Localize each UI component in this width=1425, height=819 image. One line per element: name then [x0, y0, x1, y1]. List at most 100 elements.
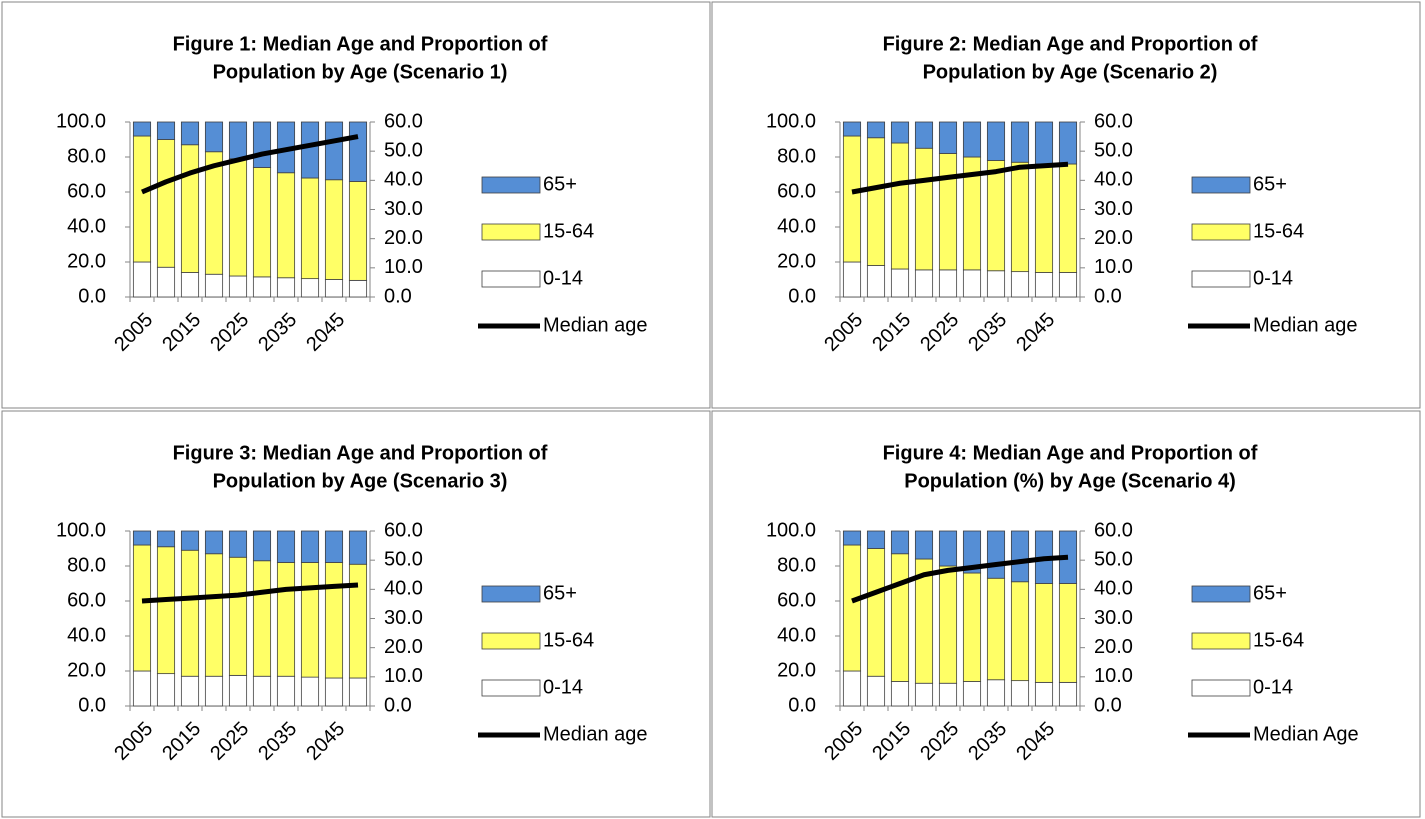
bar [204, 553, 224, 677]
bar [180, 549, 200, 677]
y2-tick-label: 20.0 [384, 636, 423, 658]
bar [1034, 272, 1054, 298]
chart-title: Figure 2: Median Age and Proportion of [883, 33, 1258, 55]
bar [324, 677, 344, 707]
x-tick-label: 2045 [302, 718, 349, 765]
y2-tick-label: 40.0 [1094, 169, 1133, 191]
bar [890, 121, 910, 144]
x-tick-label: 2005 [110, 718, 157, 765]
x-tick-label: 2035 [254, 309, 301, 356]
bar [276, 172, 296, 279]
y-tick-label: 100.0 [56, 519, 106, 541]
legend-swatch [1191, 223, 1251, 241]
bar [1058, 163, 1078, 273]
bar [156, 139, 176, 268]
legend-label: 65+ [1253, 582, 1287, 604]
bar [938, 121, 958, 154]
y2-tick-label: 40.0 [1094, 578, 1133, 600]
y2-tick-label: 0.0 [384, 285, 412, 307]
bar [276, 277, 296, 298]
y2-tick-label: 40.0 [384, 578, 423, 600]
legend-label: 0-14 [1253, 267, 1293, 289]
y2-tick-label: 0.0 [384, 694, 412, 716]
chart-title: Population (%) by Age (Scenario 4) [904, 470, 1236, 492]
y2-tick-label: 60.0 [1094, 519, 1133, 541]
y-tick-label: 40.0 [67, 215, 106, 237]
chart-panel: Figure 2: Median Age and Proportion of Po… [711, 1, 1421, 409]
bar [1034, 163, 1054, 273]
legend-label: 65+ [543, 173, 577, 195]
y2-tick-label: 10.0 [384, 665, 423, 687]
bar [156, 546, 176, 675]
bar [914, 121, 934, 149]
panel-border [1, 1, 711, 409]
bar [300, 278, 320, 298]
bar [228, 121, 248, 160]
y-tick-label: 60.0 [777, 589, 816, 611]
bar [300, 530, 320, 563]
bar [180, 530, 200, 551]
bar [324, 121, 344, 181]
y-tick-label: 80.0 [777, 145, 816, 167]
bar [156, 673, 176, 707]
chart-title: Figure 1: Median Age and Proportion of [173, 33, 548, 55]
bar [962, 572, 982, 682]
bar [228, 275, 248, 298]
legend-label: Median age [543, 723, 648, 745]
x-tick-label: 2005 [110, 309, 157, 356]
bar [914, 269, 934, 298]
bar [890, 530, 910, 555]
bar [1010, 161, 1030, 273]
bar [1058, 272, 1078, 298]
bar [938, 565, 958, 684]
bar [914, 530, 934, 560]
y-tick-label: 0.0 [788, 694, 816, 716]
bar [962, 530, 982, 574]
y-tick-label: 40.0 [67, 624, 106, 646]
chart-title: Population by Age (Scenario 1) [213, 61, 508, 83]
bar [986, 270, 1006, 298]
bar [276, 562, 296, 677]
y2-tick-label: 0.0 [1094, 285, 1122, 307]
bar [938, 530, 958, 567]
y2-tick-label: 20.0 [1094, 636, 1133, 658]
legend-swatch [1191, 176, 1251, 194]
bar [132, 135, 152, 263]
x-tick-label: 2015 [158, 718, 205, 765]
bar [842, 261, 862, 298]
legend-swatch [481, 632, 541, 650]
x-tick-label: 2035 [254, 718, 301, 765]
y2-tick-label: 60.0 [384, 110, 423, 132]
y2-tick-label: 30.0 [1094, 607, 1133, 629]
x-tick-label: 2005 [820, 718, 867, 765]
bar [252, 121, 272, 168]
y-tick-label: 60.0 [777, 180, 816, 202]
y-tick-label: 100.0 [766, 110, 816, 132]
legend-swatch [481, 679, 541, 697]
y2-tick-label: 20.0 [1094, 227, 1133, 249]
bar [204, 675, 224, 707]
bar [1058, 681, 1078, 707]
bar [204, 273, 224, 298]
bar [914, 147, 934, 271]
y2-tick-label: 10.0 [1094, 665, 1133, 687]
panel-border [711, 1, 1421, 409]
y-tick-label: 40.0 [777, 215, 816, 237]
panel-border [711, 410, 1421, 818]
y2-tick-label: 50.0 [1094, 139, 1133, 161]
bar [890, 553, 910, 682]
bar [324, 179, 344, 280]
bar [252, 560, 272, 677]
legend-label: Median Age [1253, 723, 1359, 745]
bar [890, 681, 910, 707]
x-tick-label: 2025 [206, 718, 253, 765]
bar [962, 121, 982, 158]
x-tick-label: 2025 [916, 309, 963, 356]
y-tick-label: 80.0 [67, 145, 106, 167]
y-tick-label: 80.0 [67, 554, 106, 576]
bar [842, 670, 862, 707]
bar [866, 548, 886, 677]
bar [962, 681, 982, 707]
legend-swatch [1191, 679, 1251, 697]
